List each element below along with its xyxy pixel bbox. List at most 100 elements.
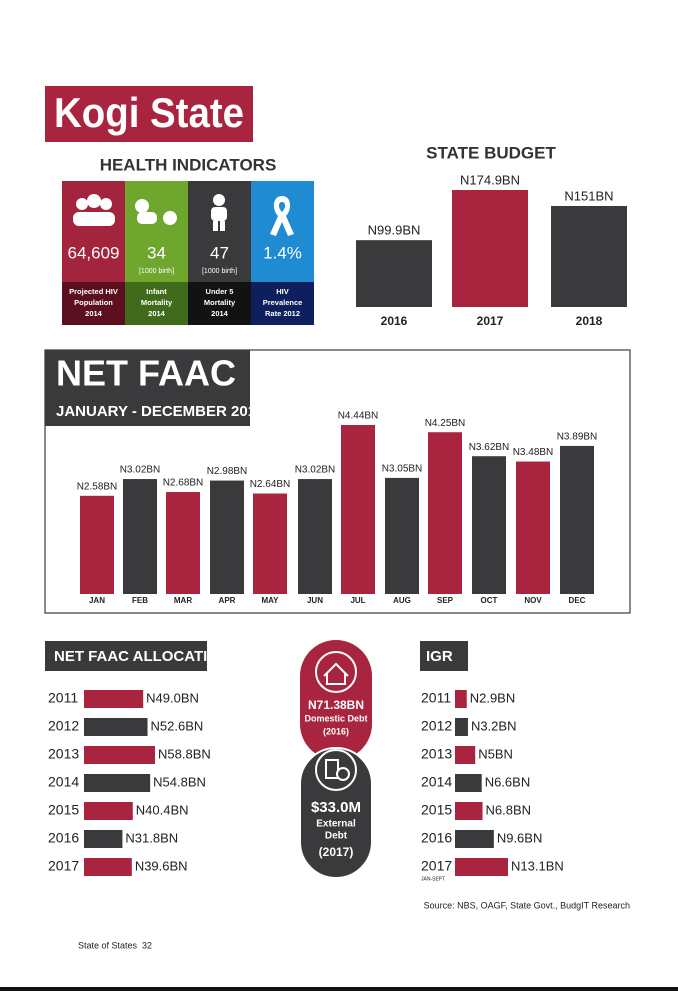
category-label: 2017 xyxy=(48,858,79,874)
value-label: N2.98BN xyxy=(207,466,248,477)
value-label: N151BN xyxy=(564,188,613,203)
bar xyxy=(84,718,148,736)
indicator-caption: Infant xyxy=(146,287,167,296)
igr-title-box xyxy=(420,641,468,671)
footer-text: State of States xyxy=(78,940,138,950)
category-label: JUN xyxy=(307,596,323,605)
indicator-caption: Under 5 xyxy=(206,287,234,296)
category-label: 2011 xyxy=(48,690,78,706)
bar xyxy=(356,240,432,307)
chart-title: IGR xyxy=(426,648,453,665)
value-label: N3.62BN xyxy=(469,442,510,453)
value-label: N31.8BN xyxy=(125,830,178,845)
health-tiles xyxy=(62,181,314,325)
bar xyxy=(455,746,476,764)
value-label: N3.02BN xyxy=(295,465,336,476)
health-title: HEALTH INDICATORS xyxy=(100,155,277,174)
domestic-debt-label: Domestic Debt xyxy=(304,713,367,723)
bar xyxy=(210,480,244,594)
category-label: 2011 xyxy=(421,690,451,706)
bar xyxy=(455,718,468,736)
bottom-rule xyxy=(0,987,678,991)
value-label: N4.25BN xyxy=(425,418,466,429)
indicator-value: 1.4% xyxy=(263,243,302,262)
domestic-debt-value: N71.38BN xyxy=(308,698,364,712)
debt-icon xyxy=(315,651,357,693)
bar xyxy=(84,690,144,708)
category-label: OCT xyxy=(481,596,498,605)
external-debt-label: External xyxy=(316,819,356,830)
debt-icon xyxy=(325,759,339,779)
bar xyxy=(166,491,200,594)
bar xyxy=(385,477,419,594)
bar xyxy=(84,858,132,876)
category-label: 2015 xyxy=(421,802,452,818)
indicator-unit: [1000 birth] xyxy=(139,268,174,275)
indicator-value: 34 xyxy=(147,243,166,262)
category-label: 2018 xyxy=(576,314,603,328)
faac-frame xyxy=(44,349,631,614)
indicator-caption: Prevalence xyxy=(263,298,303,307)
external-debt-period: (2017) xyxy=(319,845,354,859)
category-label: 2015 xyxy=(48,802,79,818)
category-label: 2013 xyxy=(48,746,79,762)
faac-subtitle-box xyxy=(45,398,250,426)
page-number: 32 xyxy=(142,940,152,950)
category-label: 2013 xyxy=(421,746,452,762)
tile xyxy=(251,282,314,325)
tile xyxy=(62,282,125,325)
icons xyxy=(73,194,294,236)
header-title: Kogi State xyxy=(54,89,244,136)
value-label: N13.1BN xyxy=(511,858,564,873)
indicator-caption: Population xyxy=(74,298,113,307)
value-label: N49.0BN xyxy=(146,690,199,705)
value-label: N9.6BN xyxy=(497,830,543,845)
category-label: FEB xyxy=(132,596,148,605)
chart-title: STATE BUDGET xyxy=(426,143,556,162)
value-label: N3.05BN xyxy=(382,464,423,475)
value-label: N174.9BN xyxy=(460,172,520,187)
header-box xyxy=(45,86,253,142)
value-label: N39.6BN xyxy=(135,858,188,873)
category-label: APR xyxy=(219,596,236,605)
category-label: 2016 xyxy=(421,830,452,846)
bar xyxy=(80,495,114,594)
value-label: N6.8BN xyxy=(486,802,532,817)
bar xyxy=(551,205,627,307)
value-label: N3.89BN xyxy=(557,432,598,443)
bar xyxy=(455,858,508,876)
domestic-pill xyxy=(300,640,372,760)
chart-title: NET FAAC ALLOCATION xyxy=(54,648,230,665)
debt-icon xyxy=(336,767,350,781)
faac-title-box xyxy=(45,350,250,400)
bar xyxy=(455,830,494,848)
category-label: AUG xyxy=(393,596,411,605)
debt-icon xyxy=(315,749,357,791)
category-label: 2017 xyxy=(477,314,504,328)
value-label: N58.8BN xyxy=(158,746,211,761)
indicator-caption: 2014 xyxy=(148,309,166,318)
indicator-unit: [1000 birth] xyxy=(202,268,237,275)
external-debt-value: $33.0M xyxy=(311,799,361,816)
bar xyxy=(428,432,462,594)
value-label: N2.68BN xyxy=(163,478,204,489)
chart-title: NET FAAC xyxy=(56,353,236,394)
category-label: 2017 xyxy=(421,858,452,874)
indicator-value: 64,609 xyxy=(68,243,120,262)
tile xyxy=(125,282,188,325)
category-label: 2014 xyxy=(48,774,79,790)
chart-subtitle: JANUARY - DECEMBER 2017 xyxy=(56,403,264,420)
category-label: 2016 xyxy=(48,830,79,846)
value-label: N54.8BN xyxy=(153,774,206,789)
category-label: JAN xyxy=(89,596,105,605)
bar xyxy=(341,425,375,594)
value-label: N3.2BN xyxy=(471,718,517,733)
value-label: N99.9BN xyxy=(368,223,421,238)
source: Source: NBS, OAGF, State Govt., BudgIT R… xyxy=(424,900,630,910)
value-label: N52.6BN xyxy=(151,718,204,733)
bar xyxy=(123,479,157,594)
debt-icon xyxy=(323,662,349,685)
bar xyxy=(455,690,467,708)
value-label: N40.4BN xyxy=(136,802,189,817)
indicator-caption: Rate 2012 xyxy=(265,309,300,318)
